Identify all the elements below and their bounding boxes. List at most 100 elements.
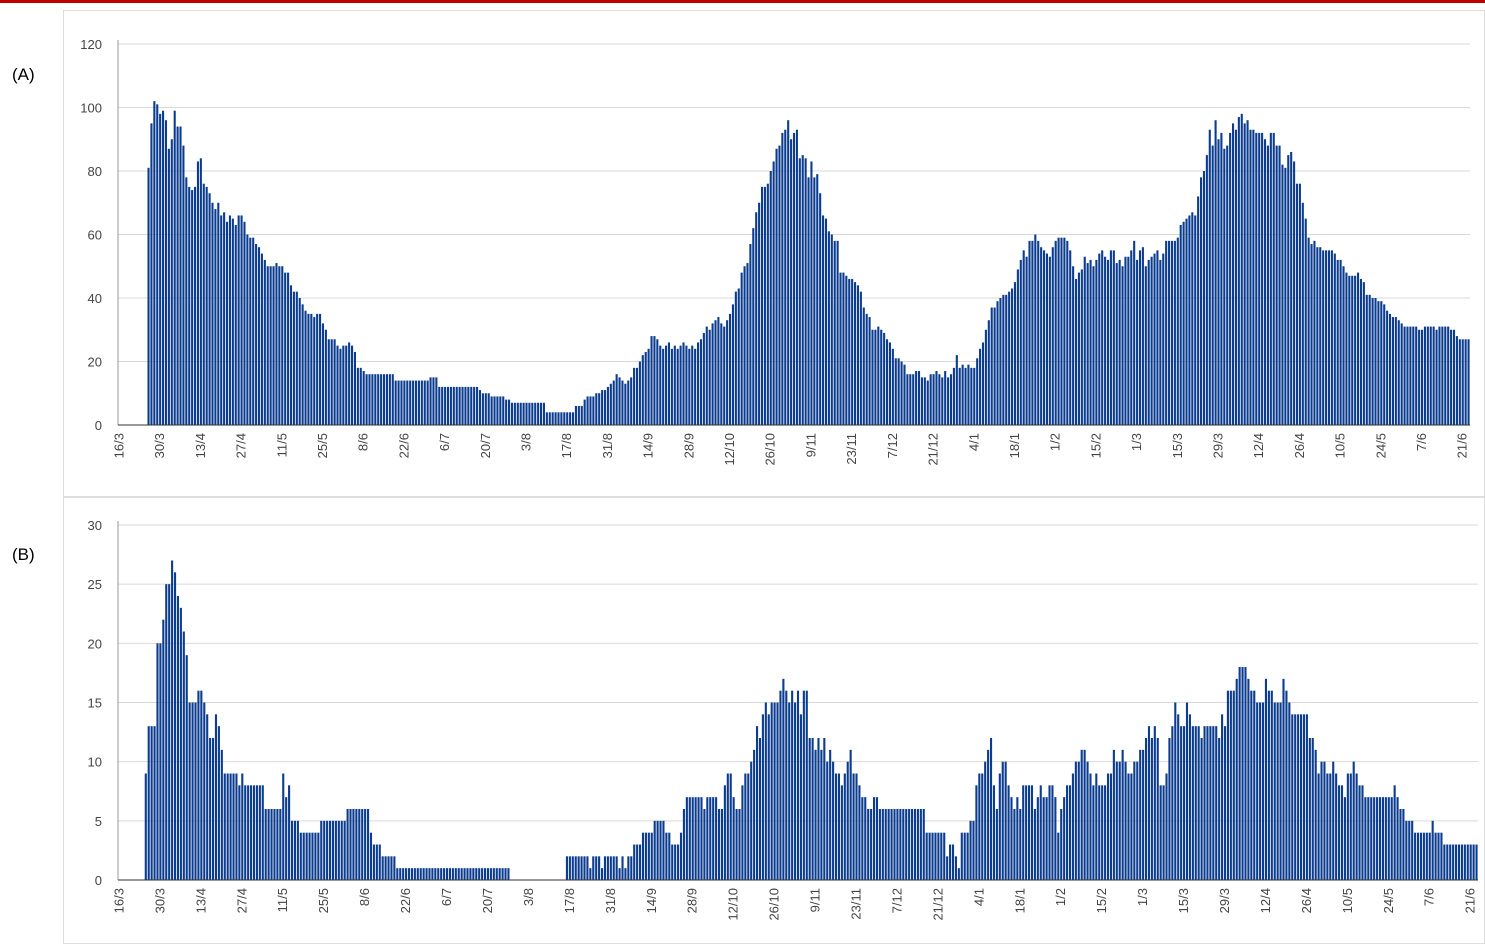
bar xyxy=(429,377,432,425)
bar xyxy=(1285,690,1288,880)
bar xyxy=(583,856,586,880)
bar xyxy=(1362,282,1365,425)
bar xyxy=(799,714,802,880)
bar xyxy=(226,773,229,880)
bar xyxy=(843,773,846,880)
bar xyxy=(1359,278,1363,425)
bar xyxy=(1279,702,1282,880)
bar xyxy=(1440,832,1443,880)
bar xyxy=(1357,272,1360,425)
y-tick-label: 30 xyxy=(88,518,102,533)
y-tick-label: 100 xyxy=(80,101,102,116)
x-tick-label: 1/3 xyxy=(1135,888,1150,906)
bar xyxy=(1229,690,1232,880)
bar xyxy=(1348,275,1351,425)
bar xyxy=(1414,832,1417,880)
bar xyxy=(665,832,668,880)
bar xyxy=(463,868,466,880)
bar xyxy=(372,844,375,880)
bar xyxy=(1060,237,1063,425)
bar xyxy=(776,702,779,880)
bar xyxy=(1080,749,1083,880)
bar xyxy=(1223,726,1227,880)
bar xyxy=(489,868,492,880)
bar xyxy=(162,110,165,426)
bar xyxy=(1162,785,1165,880)
x-tick-label: 16/3 xyxy=(111,433,126,458)
bar xyxy=(1197,196,1200,425)
bar xyxy=(723,326,726,425)
bar xyxy=(343,820,346,880)
bar xyxy=(984,761,987,880)
x-tick-label: 31/8 xyxy=(603,888,618,913)
bar xyxy=(808,738,811,880)
bar xyxy=(618,377,621,425)
bar xyxy=(287,272,290,425)
bar xyxy=(1282,678,1285,880)
bar xyxy=(912,374,915,425)
bar xyxy=(798,158,801,426)
bar xyxy=(1022,250,1025,425)
bar xyxy=(571,856,574,880)
bar xyxy=(362,371,365,425)
bar xyxy=(416,868,419,880)
bar xyxy=(473,386,476,425)
bar xyxy=(784,129,787,425)
bar xyxy=(650,336,653,425)
bar xyxy=(998,773,1001,880)
x-tick-label: 24/5 xyxy=(1373,433,1388,458)
bar xyxy=(1333,253,1336,425)
bar xyxy=(816,174,819,425)
bar xyxy=(434,868,437,880)
bar xyxy=(1457,844,1461,880)
bar xyxy=(176,126,179,426)
bar xyxy=(1237,117,1240,426)
bar xyxy=(662,348,665,425)
bar xyxy=(281,266,284,425)
bar xyxy=(352,809,355,880)
bar xyxy=(1130,250,1133,425)
x-tick-label: 30/3 xyxy=(152,888,167,913)
bar xyxy=(574,856,577,880)
bar xyxy=(1106,773,1110,880)
bar xyxy=(609,856,612,880)
bar xyxy=(455,386,458,425)
bar xyxy=(285,797,288,880)
x-tick-label: 29/3 xyxy=(1210,433,1225,458)
bar xyxy=(1112,250,1115,425)
bar xyxy=(217,202,220,425)
bar xyxy=(787,120,790,425)
bar xyxy=(1467,339,1470,425)
bar xyxy=(356,367,359,425)
bar xyxy=(589,868,592,880)
bar xyxy=(827,231,830,425)
bar xyxy=(954,856,957,880)
bar xyxy=(820,749,823,880)
bar xyxy=(598,856,601,880)
x-tick-label: 15/3 xyxy=(1170,433,1185,458)
bar xyxy=(460,868,463,880)
bar xyxy=(1394,317,1397,425)
bar xyxy=(917,371,921,425)
bar xyxy=(331,820,335,880)
bar xyxy=(729,773,732,880)
bar xyxy=(574,405,577,425)
bar xyxy=(234,224,237,425)
bar xyxy=(1342,266,1345,425)
bar xyxy=(185,177,188,425)
bar xyxy=(996,301,999,425)
bar xyxy=(1144,266,1147,425)
bar xyxy=(726,320,729,425)
bar xyxy=(1455,844,1458,880)
bar xyxy=(1165,240,1168,425)
bar xyxy=(1411,820,1414,880)
bar xyxy=(1311,738,1314,880)
bar xyxy=(1220,132,1223,425)
bar xyxy=(691,345,694,425)
bar xyxy=(760,186,764,425)
bar xyxy=(764,702,767,880)
bar xyxy=(1300,714,1303,880)
x-tick-label: 11/5 xyxy=(275,888,290,912)
bar xyxy=(1104,256,1107,425)
x-tick-label: 7/6 xyxy=(1414,433,1429,451)
